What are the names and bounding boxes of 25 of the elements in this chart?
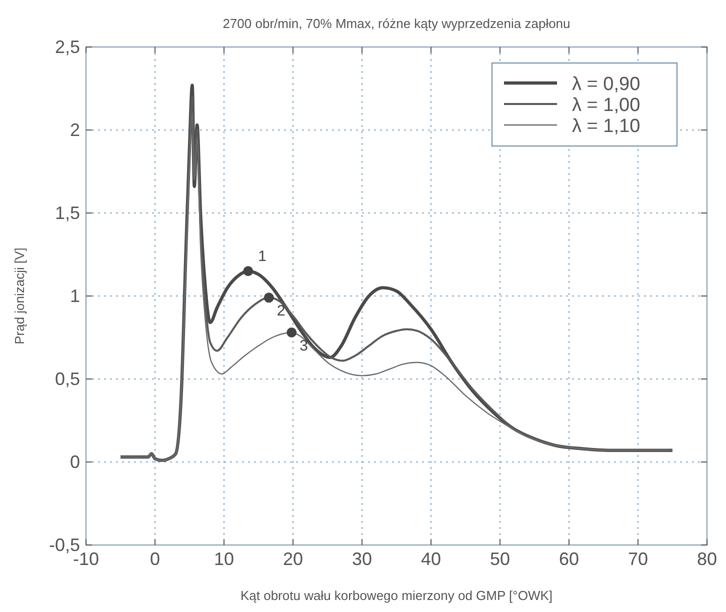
x-tick-label: 30	[352, 549, 372, 569]
annotation: 2	[276, 302, 286, 320]
y-tick-label: -0,5	[48, 535, 80, 555]
legend-label: λ = 1,10	[572, 116, 640, 137]
y-tick-label: 0	[70, 452, 80, 472]
x-tick-label: 50	[490, 549, 510, 569]
y-tick-label: 0,5	[54, 369, 80, 389]
x-tick-label: 20	[282, 549, 304, 569]
x-tick-label: 0	[150, 549, 160, 569]
annotation: 1	[258, 248, 266, 266]
x-axis-title: Kąt obrotu wału korbowego mierzony od GMP [°OWK]	[240, 588, 553, 603]
y-tick-label: 2,5	[54, 37, 80, 57]
x-tick-label: 40	[420, 549, 442, 569]
x-tick-label: 70	[628, 549, 648, 569]
annotation: 3	[300, 338, 308, 355]
x-tick-label: 60	[558, 549, 580, 569]
y-tick-label: 1,5	[54, 203, 80, 223]
x-tick-label: 10	[214, 549, 234, 569]
chart-title: 2700 obr/min, 70% Mmax, różne kąty wyprzedzenia zapłonu	[222, 16, 570, 31]
y-axis-title: Prąd jonizacji [V]	[12, 248, 27, 344]
legend-label: λ = 1,00	[572, 95, 640, 116]
y-tick-label: 1	[70, 286, 80, 306]
legend-label: λ = 0,90	[572, 74, 640, 95]
y-tick-label: 2	[70, 120, 80, 140]
x-tick-label: 80	[696, 549, 718, 569]
